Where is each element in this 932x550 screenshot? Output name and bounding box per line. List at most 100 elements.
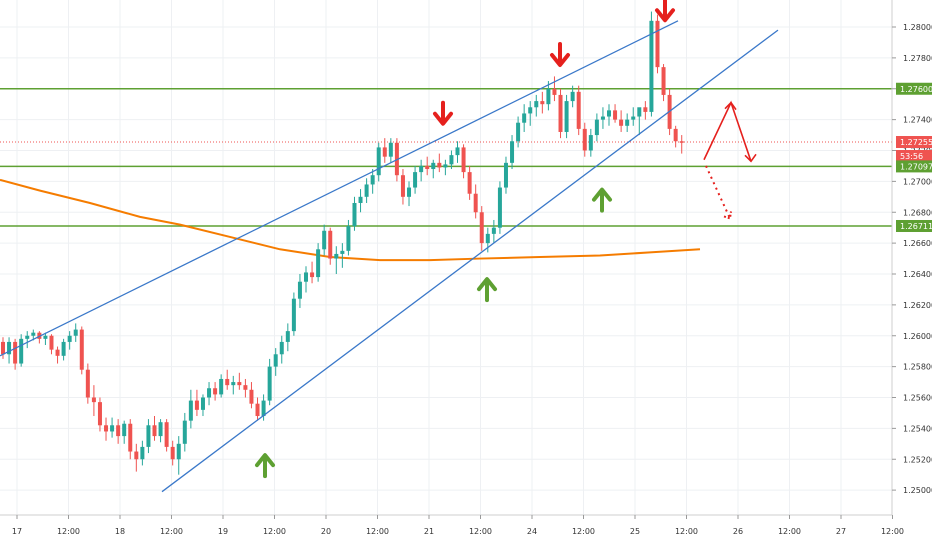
candle [455,141,460,163]
candle [473,184,478,219]
candle [388,138,393,163]
candle-body [485,233,490,244]
projection-arrow-head [724,101,737,111]
candle-body [267,366,272,401]
candle [479,206,484,251]
candle-body [594,119,599,136]
candle [358,189,363,213]
candle-body [261,400,266,417]
candle [503,156,508,194]
price-badge: 1.27600 [896,82,932,95]
candle-body [534,101,539,108]
candle-body [522,113,527,123]
candle [176,436,181,475]
candle [85,363,90,404]
candle [225,369,230,390]
candle [31,329,36,341]
price-badge: 1.27255 [896,136,932,149]
candle-body [558,94,563,132]
candle-body [170,446,175,460]
candle-body [134,451,139,460]
y-tick-label: 1.26600 [903,239,932,248]
candle [297,274,302,308]
candle [243,378,248,398]
candlesticks [1,11,684,475]
candle-body [334,253,339,259]
candle [382,138,387,163]
candle [643,101,648,120]
candle-body [425,165,430,170]
candle [19,334,24,367]
projection-arrow-head [744,153,757,163]
x-tick-label: 20 [321,527,331,536]
price-badge-bg [896,150,932,163]
candle-body [85,369,90,398]
candle-body [25,335,30,339]
x-tick-label: 25 [630,527,640,536]
candle [576,85,581,136]
candle-body [479,212,484,244]
candle [346,219,351,256]
candle [649,11,654,117]
candle-body [194,400,199,410]
candle-body [400,175,405,197]
candle [431,159,436,179]
candle [122,420,127,444]
candle-body [637,107,642,117]
candle-body [146,425,151,447]
candle [419,159,424,182]
candle-body [73,329,78,336]
price-badge: 1.26711 [896,219,932,232]
candle [194,389,199,417]
y-tick-label: 1.26400 [903,270,932,279]
candle-body [546,88,551,105]
candle [376,142,381,182]
candle [613,104,618,123]
candle [673,125,678,148]
candle-body [407,187,412,197]
candle-body [491,227,496,234]
candle-body [382,147,387,157]
candle [158,419,163,443]
candle [146,419,151,454]
candle-body [243,385,248,390]
candle-body [273,354,278,367]
price-badge-label: 1.26711 [900,222,932,231]
price-badge-label: 1.27255 [900,138,932,147]
x-tick-label: 12:00 [366,527,389,536]
candle-body [43,335,48,339]
candle-body [576,91,581,129]
candle-body [249,389,254,404]
candle-body [304,272,308,282]
arrow-head [477,277,497,292]
candle-body [128,423,133,452]
trendline [0,20,679,357]
candle [607,104,611,126]
candle [619,110,624,132]
candle [231,375,236,395]
price-axis: 1.280001.278001.276001.274001.272001.270… [891,0,932,526]
candle [237,372,242,390]
candle-body [528,107,533,114]
candle [413,165,418,194]
candle [449,150,454,170]
candle-body [655,20,660,68]
down-arrow-icon [550,42,570,68]
candle [497,181,502,234]
price-badge-bg [896,160,932,173]
candle [400,169,405,205]
candle [273,348,278,376]
candle [267,358,272,406]
candle [534,94,539,117]
candle-body [649,20,654,112]
candle [364,178,369,203]
candle-body [473,193,478,213]
candle-body [607,110,611,117]
candle-body [207,388,212,398]
candle-body [291,298,296,332]
candle [1,337,5,359]
candle-body [182,420,187,444]
candle [249,382,254,409]
x-tick-label: 12:00 [778,527,801,536]
